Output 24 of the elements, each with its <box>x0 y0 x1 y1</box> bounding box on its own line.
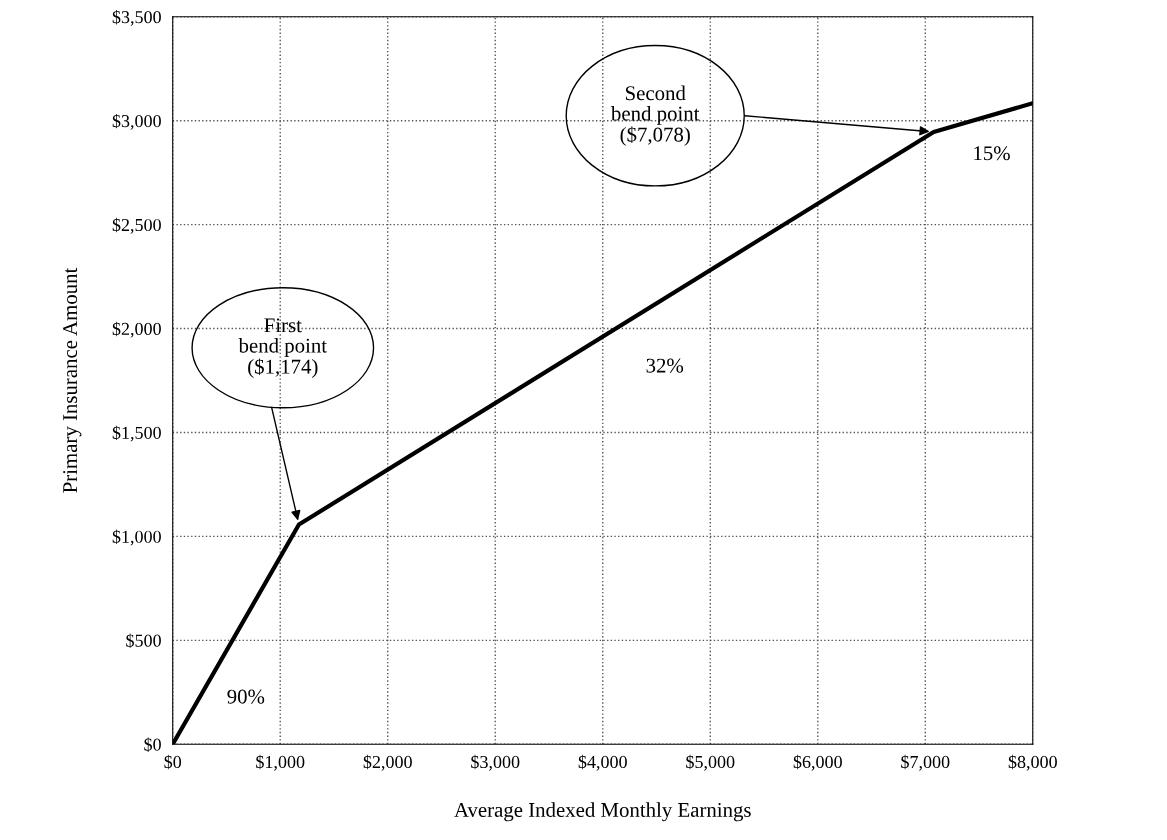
annotation: 15% <box>974 146 1010 161</box>
annotation: First bend point ($1,174) <box>238 318 327 378</box>
x-tick-label: $3,000 <box>471 754 520 771</box>
y-tick-label: $3,000 <box>112 113 161 130</box>
x-tick-label: $6,000 <box>793 754 842 771</box>
x-tick-label: $1,000 <box>256 754 305 771</box>
x-tick-label: $0 <box>164 754 182 770</box>
x-tick-label: $7,000 <box>901 754 950 771</box>
y-tick-label: $500 <box>126 633 161 648</box>
y-tick-label: $2,000 <box>112 321 161 338</box>
x-tick-label: $4,000 <box>578 754 627 771</box>
y-tick-label: $2,500 <box>112 217 161 234</box>
annotation: Second bend point ($7,078) <box>610 85 700 146</box>
x-tick-label: $2,000 <box>363 754 412 771</box>
y-tick-label: $3,500 <box>112 9 161 26</box>
y-tick-label: $1,500 <box>112 425 161 442</box>
y-tick-label: $0 <box>144 737 161 752</box>
x-axis-title: Average Indexed Monthly Earnings <box>454 802 751 822</box>
x-tick-label: $8,000 <box>1008 754 1057 771</box>
annotation: 90% <box>227 689 265 704</box>
y-axis-title: Primary Insurance Amount <box>63 267 82 493</box>
x-tick-label: $5,000 <box>686 754 735 771</box>
y-tick-label: $1,000 <box>112 529 161 546</box>
annotation: 32% <box>646 358 684 373</box>
